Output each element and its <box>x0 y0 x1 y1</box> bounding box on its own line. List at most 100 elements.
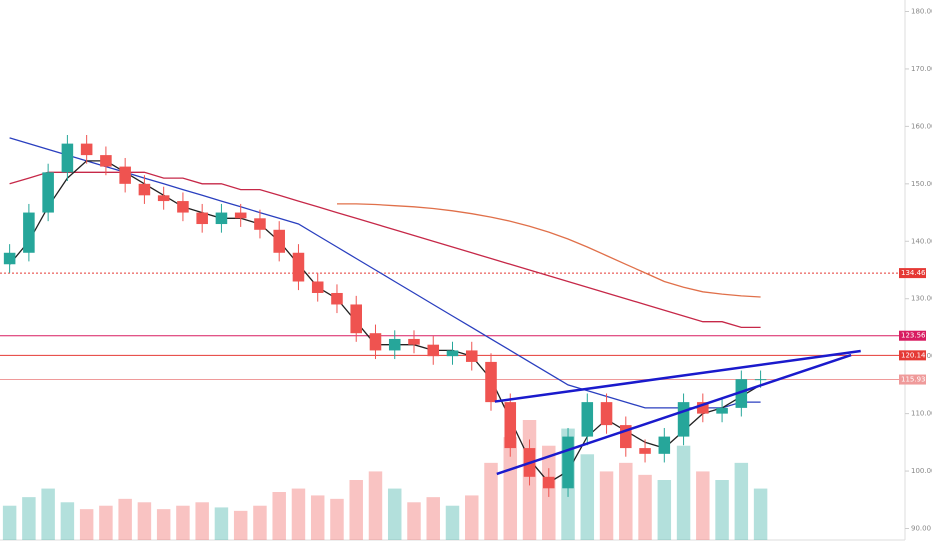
volume-bar <box>426 497 440 540</box>
candle-body <box>196 212 208 225</box>
candle-body <box>369 333 382 351</box>
volume-bar <box>753 488 768 540</box>
candle-body <box>292 252 305 282</box>
volume-bar <box>619 462 633 540</box>
volume-bar <box>387 488 402 540</box>
volume-bar <box>638 474 652 540</box>
volume-bar <box>310 495 325 540</box>
candle-body <box>350 304 362 334</box>
volume-bar <box>2 505 17 540</box>
volume-bar <box>715 480 729 540</box>
candle-body <box>639 448 651 454</box>
volume-bar <box>349 480 363 540</box>
trend-line <box>494 349 861 403</box>
volume-bar <box>214 507 229 540</box>
volume-bar <box>195 502 209 540</box>
volume-bar <box>99 505 113 540</box>
candle-body <box>61 143 74 173</box>
volume-bar <box>734 462 749 540</box>
candle-body <box>331 292 343 305</box>
y-tick-label: 150.00 <box>911 180 932 188</box>
volume-bar <box>330 498 344 540</box>
candle-body <box>677 402 690 437</box>
candle-body <box>600 402 613 426</box>
candle-body <box>504 402 517 449</box>
y-tick-label: 180.00 <box>911 7 932 15</box>
candle-body <box>562 436 574 489</box>
candle-body <box>658 436 671 454</box>
volume-bar <box>22 497 36 540</box>
candle-body <box>697 402 709 414</box>
candle-body <box>716 407 728 414</box>
candle-body <box>754 379 767 381</box>
y-tick-label: 170.00 <box>911 65 932 73</box>
volume-bar <box>696 471 710 540</box>
candle-body <box>465 350 478 362</box>
volume-bar <box>676 445 691 540</box>
candle-body <box>138 183 151 196</box>
y-tick-label: 140.00 <box>911 237 932 245</box>
volume-bar <box>253 505 267 540</box>
candle-body <box>311 281 324 293</box>
candle-body <box>620 425 632 449</box>
volume-bar <box>445 505 460 540</box>
volume-bar <box>580 454 595 540</box>
volume-bar <box>156 509 171 540</box>
price-level-label: 123.56 <box>901 332 926 340</box>
volume-bar <box>176 505 190 540</box>
price-level-tag <box>899 268 926 279</box>
volume-bar <box>60 502 75 540</box>
volume-bar <box>368 471 383 540</box>
price-level-tag <box>899 374 926 385</box>
volume-bar <box>272 492 286 540</box>
price-level-label: 134.46 <box>901 269 926 277</box>
candle-body <box>157 195 170 202</box>
candle-body <box>427 344 440 357</box>
volume-bar <box>291 488 306 540</box>
volume-bar <box>599 471 614 540</box>
moving-average <box>9 160 761 484</box>
price-level-label: 115.93 <box>901 376 926 384</box>
volume-bar <box>137 502 152 540</box>
candle-body <box>215 212 228 225</box>
price-level-label: 120.14 <box>901 351 926 359</box>
moving-average <box>337 203 761 298</box>
candle-body <box>234 212 247 219</box>
y-tick-label: 90.00 <box>911 525 931 533</box>
y-tick-label: 100.00 <box>911 467 932 475</box>
y-tick-label: 110.00 <box>911 410 932 418</box>
candle-body <box>735 379 748 408</box>
volume-bar <box>503 437 518 540</box>
price-level-tag <box>899 330 926 341</box>
price-level-tag <box>899 350 926 361</box>
trend-line <box>496 353 852 476</box>
volume-bar <box>233 510 248 540</box>
candle-body <box>581 402 594 437</box>
candle-body <box>388 338 401 351</box>
candle-body <box>3 252 16 265</box>
volume-bar <box>657 480 672 540</box>
volume-bar <box>41 488 55 540</box>
candle-body <box>119 166 131 184</box>
candle-body <box>80 143 93 156</box>
candle-body <box>177 201 189 213</box>
candle-body <box>543 476 555 489</box>
volume-bar <box>79 509 94 540</box>
moving-average <box>9 137 761 409</box>
moving-average <box>9 171 761 329</box>
volume-bar <box>465 495 479 540</box>
candle-body <box>100 155 112 167</box>
candle-body <box>446 350 459 357</box>
y-tick-label: 160.00 <box>911 122 932 130</box>
candle-body <box>23 212 35 253</box>
y-tick-label: 130.00 <box>911 295 932 303</box>
candle-body <box>254 218 266 230</box>
volume-bar <box>484 462 498 540</box>
volume-bar <box>118 498 132 540</box>
candle-body <box>485 361 497 403</box>
candle-body <box>273 229 285 253</box>
candle-body <box>42 172 54 213</box>
candle-body <box>408 338 420 345</box>
